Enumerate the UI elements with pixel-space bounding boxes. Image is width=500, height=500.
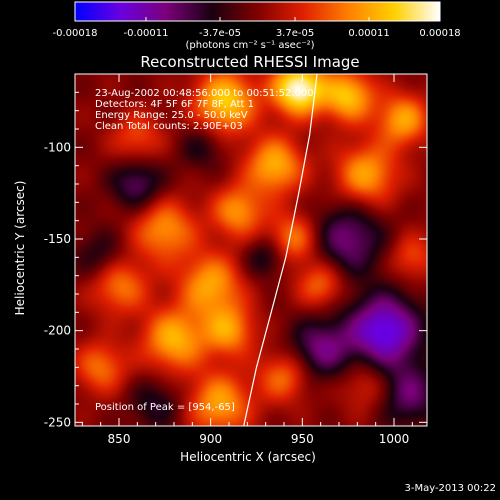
x-tick-label: 850 xyxy=(108,432,131,446)
info-line: Detectors: 4F 5F 6F 7F 8F, Att 1 xyxy=(95,99,254,110)
colorbar-ticks: -0.00018 -0.00011 -3.7e-05 3.7e-05 0.00011 0.… xyxy=(53,17,461,39)
x-tick-label: 900 xyxy=(199,432,222,446)
colorbar: -0.00018 -0.00011 -3.7e-05 3.7e-05 0.00011 0.… xyxy=(53,1,461,51)
plot-area: 850 900 950 1000 -100 -150 -200 -250 23-Aug-200… xyxy=(44,73,428,446)
solar-limb-curve xyxy=(243,74,318,426)
colorbar-tick-label: -0.00018 xyxy=(53,28,98,39)
info-block: 23-Aug-2002 00:48:56.000 to 00:51:52.000… xyxy=(95,88,314,132)
y-tick-label: -100 xyxy=(44,140,71,154)
heatmap-image xyxy=(75,74,427,426)
colorbar-tick-label: 0.00011 xyxy=(348,28,389,39)
colorbar-tick-label: 3.7e-05 xyxy=(276,28,314,39)
colorbar-tick-label: -3.7e-05 xyxy=(199,28,241,39)
y-axis-label: Heliocentric Y (arcsec) xyxy=(13,181,27,316)
x-axis-label: Heliocentric X (arcsec) xyxy=(180,450,316,464)
x-tick-label: 950 xyxy=(291,432,314,446)
y-tick-label: -150 xyxy=(44,232,71,246)
footer-date: 3-May-2013 00:22 xyxy=(404,483,496,494)
x-tick-label: 1000 xyxy=(379,432,410,446)
info-line: 23-Aug-2002 00:48:56.000 to 00:51:52.000 xyxy=(95,88,314,99)
colorbar-tick-label: -0.00011 xyxy=(123,28,168,39)
info-line: Energy Range: 25.0 - 50.0 keV xyxy=(95,110,248,121)
y-tick-label: -200 xyxy=(44,324,71,338)
info-line: Clean Total counts: 2.90E+03 xyxy=(95,121,243,132)
colorbar-gradient xyxy=(74,1,441,22)
axis-ticks: 850 900 950 1000 -100 -150 -200 -250 xyxy=(44,73,427,446)
colorbar-tick-label: 0.00018 xyxy=(419,28,460,39)
plot-frame xyxy=(74,73,428,427)
colorbar-units-label: (photons cm⁻² s⁻¹ asec⁻²) xyxy=(185,40,314,51)
y-tick-label: -250 xyxy=(44,415,71,429)
peak-position-label: Position of Peak = [954,-65] xyxy=(95,402,235,413)
chart-title: Reconstructed RHESSI Image xyxy=(140,53,359,71)
